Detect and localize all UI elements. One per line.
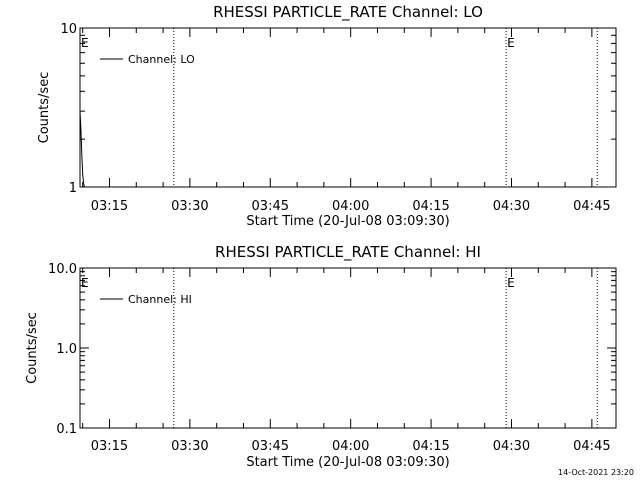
x-tick-label: 04:00 <box>332 199 369 214</box>
x-tick-label: 04:30 <box>493 439 530 454</box>
x-tick-label: 04:15 <box>412 439 449 454</box>
x-tick-label: 03:15 <box>91 199 128 214</box>
chart-title: RHESSI PARTICLE_RATE Channel: LO <box>213 3 483 22</box>
chart-title: RHESSI PARTICLE_RATE Channel: HI <box>215 243 481 262</box>
legend-label: Channel: HI <box>128 293 192 306</box>
x-tick-label: 03:30 <box>171 439 208 454</box>
x-tick-label: 03:30 <box>171 199 208 214</box>
x-axis-label: Start Time (20-Jul-08 03:09:30) <box>246 455 449 470</box>
y-tick-label: 0.1 <box>56 422 77 437</box>
panel-hi-channel: RHESSI PARTICLE_RATE Channel: HI 0.1 1.0 10… <box>25 243 617 470</box>
start-marker: E <box>81 276 89 290</box>
x-tick-label: 03:45 <box>252 439 289 454</box>
legend-label: Channel: LO <box>128 53 195 66</box>
x-tick-label: 04:30 <box>493 199 530 214</box>
series-line-1 <box>79 111 85 188</box>
start-marker: E <box>81 36 89 50</box>
generation-timestamp: 14-Oct-2021 23:20 <box>558 468 634 477</box>
x-axis-label: Start Time (20-Jul-08 03:09:30) <box>246 214 449 229</box>
event-marker-label: E <box>507 36 515 50</box>
y-tick-label: 1.0 <box>56 342 77 357</box>
plot-frame <box>79 27 617 188</box>
x-tick-label: 03:15 <box>91 439 128 454</box>
y-tick-label: 10 <box>60 22 77 37</box>
panel-lo-channel: RHESSI PARTICLE_RATE Channel: LO 1 10 03:15… <box>37 3 617 229</box>
y-axis-label: Counts/sec <box>37 72 52 144</box>
x-tick-label: 03:45 <box>252 199 289 214</box>
x-tick-label: 04:00 <box>332 439 369 454</box>
y-tick-label: 1 <box>69 181 77 196</box>
event-marker-label: E <box>507 276 515 290</box>
y-axis-label: Counts/sec <box>25 312 40 384</box>
x-tick-label: 04:15 <box>412 199 449 214</box>
x-tick-label: 04:45 <box>573 199 610 214</box>
plot-frame <box>79 267 617 429</box>
y-tick-label: 10.0 <box>48 262 77 277</box>
x-tick-label: 04:45 <box>573 439 610 454</box>
